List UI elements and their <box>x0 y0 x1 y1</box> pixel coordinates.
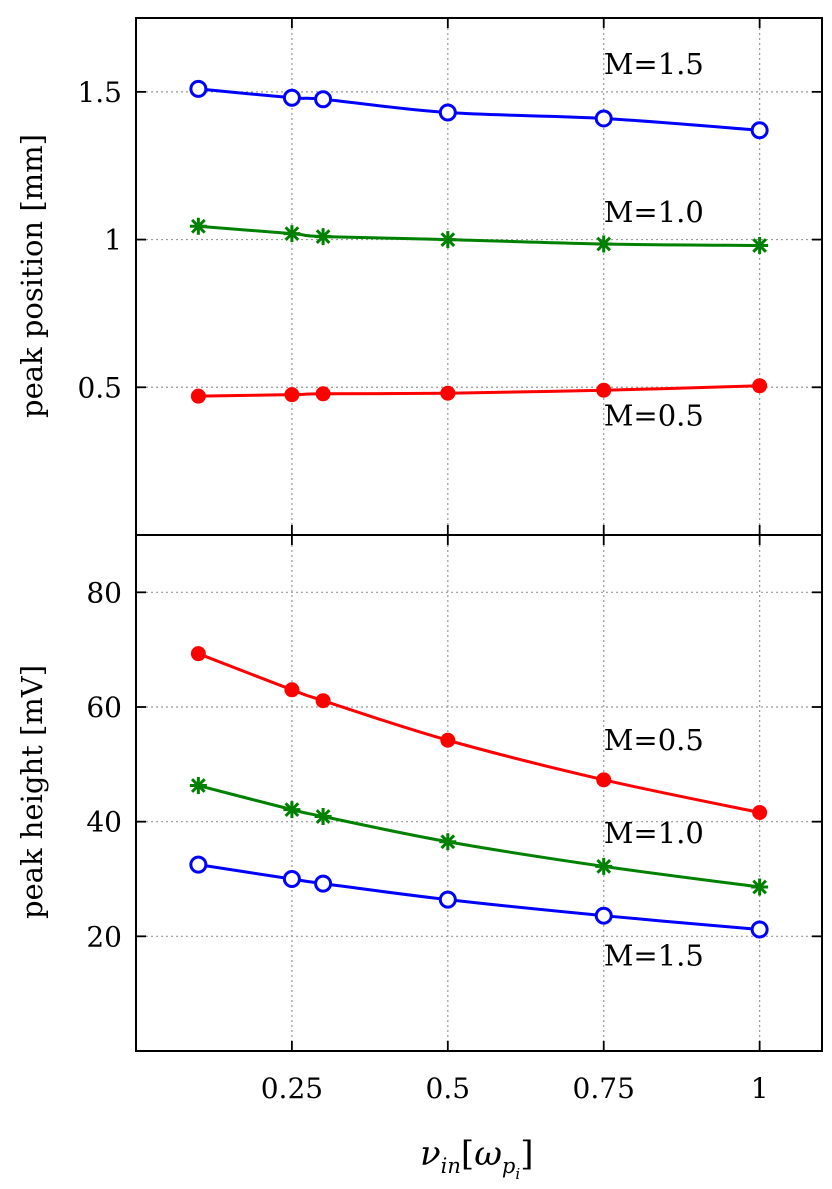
data-point <box>314 228 332 246</box>
x-axis-label-omega: ω <box>474 1134 502 1174</box>
x-axis-label: νin[ωpi] <box>420 1134 533 1183</box>
series-label: M=1.5 <box>604 939 704 973</box>
x-axis-label-bracket-close: ] <box>520 1134 533 1174</box>
x-tick-label: 1 <box>751 1072 769 1105</box>
svg-text:νin[ωpi]: νin[ωpi] <box>420 1134 533 1183</box>
data-point <box>750 121 769 140</box>
x-tick-label: 0.5 <box>426 1072 471 1105</box>
data-point <box>315 693 331 709</box>
x-axis-label-i: i <box>515 1165 520 1183</box>
data-point <box>594 906 613 925</box>
x-axis-label-p: p <box>502 1154 515 1178</box>
data-point <box>189 855 208 874</box>
y-tick-label: 0.5 <box>77 371 122 404</box>
x-axis-label-sub: in <box>441 1154 461 1178</box>
data-point <box>595 857 613 875</box>
data-point <box>595 235 613 253</box>
data-point <box>596 382 612 398</box>
data-point <box>438 890 457 909</box>
data-point <box>282 870 301 888</box>
data-point <box>439 833 457 851</box>
data-point <box>284 387 300 403</box>
data-point <box>190 646 206 662</box>
y-tick-label: 1.5 <box>77 76 122 109</box>
y-tick-label: 40 <box>86 806 122 839</box>
data-point <box>314 90 333 109</box>
data-point <box>752 378 768 394</box>
data-point <box>284 682 300 698</box>
series-line <box>198 87 760 132</box>
data-point <box>440 385 456 401</box>
data-point <box>751 236 769 254</box>
data-point <box>282 88 301 107</box>
data-point <box>189 79 208 98</box>
y-tick-label: 80 <box>86 576 122 609</box>
x-axis-label-bracket-open: [ <box>461 1134 474 1174</box>
y-tick-label: 20 <box>86 920 122 953</box>
series-line <box>198 224 760 247</box>
data-point <box>283 801 301 819</box>
data-point <box>189 217 207 235</box>
data-point <box>190 388 206 404</box>
series-label: M=0.5 <box>604 723 704 757</box>
data-point <box>189 777 207 795</box>
series-line <box>198 863 760 931</box>
series-label: M=0.5 <box>604 399 704 433</box>
data-point <box>596 772 612 788</box>
data-point <box>439 231 457 249</box>
plot-frame-top <box>135 17 823 536</box>
data-point <box>594 109 613 128</box>
series-label: M=1.0 <box>604 816 704 850</box>
series-label: M=1.5 <box>604 47 704 81</box>
y-axis-label-top: peak position [mm] <box>15 134 49 418</box>
x-tick-label: 0.75 <box>573 1072 635 1105</box>
data-point <box>750 920 769 939</box>
y-axis-label-bottom: peak height [mV] <box>15 665 49 919</box>
data-point <box>314 874 333 893</box>
x-axis-label-nu: ν <box>420 1134 441 1174</box>
data-point <box>752 804 768 820</box>
data-point <box>438 103 457 122</box>
plot-frame-bottom <box>135 534 823 1052</box>
data-point <box>314 808 332 826</box>
data-point <box>751 878 769 896</box>
x-tick-label: 0.25 <box>261 1072 323 1105</box>
series-label: M=1.0 <box>604 195 704 229</box>
data-point <box>283 225 301 243</box>
data-point <box>440 732 456 748</box>
y-tick-label: 60 <box>86 691 122 724</box>
data-point <box>315 386 331 402</box>
y-tick-label: 1 <box>104 224 122 257</box>
